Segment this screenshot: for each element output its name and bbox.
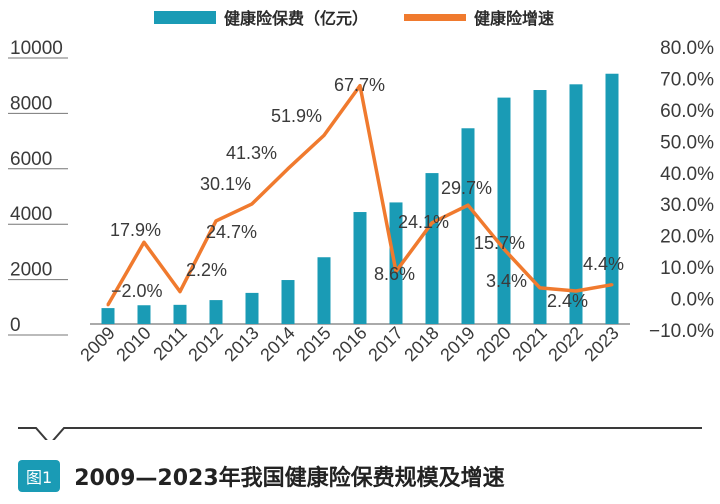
x-tick-2017: 2017: [364, 323, 406, 365]
legend-swatch-premium: [154, 11, 216, 24]
bar-series: [101, 73, 619, 325]
right-tick-label: 10.0%: [660, 258, 714, 279]
bar-2019: [461, 128, 475, 324]
bar-2009: [101, 308, 115, 324]
line-point-2013: [250, 202, 254, 206]
data-label-extra: −2.0%: [111, 281, 163, 301]
line-point-2011: [178, 290, 182, 294]
x-tick-2019: 2019: [436, 323, 478, 365]
data-label-2021: 3.4%: [486, 271, 527, 291]
line-point-2017: [394, 270, 398, 274]
bar-2010: [137, 305, 151, 324]
line-series: [106, 83, 614, 307]
bar-2023: [605, 73, 619, 324]
data-label-2023: 4.4%: [583, 254, 624, 274]
data-label-2013: 30.1%: [200, 174, 251, 194]
line-point-2016: [358, 84, 362, 88]
x-tick-2013: 2013: [220, 323, 262, 365]
x-tick-2014: 2014: [256, 323, 298, 365]
right-tick-label: −10.0%: [649, 321, 714, 342]
data-label-2010: 17.9%: [110, 220, 161, 240]
left-tick-label: 0: [10, 315, 21, 336]
x-tick-2012: 2012: [184, 323, 226, 365]
figure-caption: 图1 2009—2023年我国健康险保费规模及增速: [18, 458, 505, 494]
bar-2015: [317, 257, 331, 324]
right-tick-label: 60.0%: [660, 101, 714, 122]
data-label-2020: 15.7%: [474, 233, 525, 253]
x-tick-2018: 2018: [400, 323, 442, 365]
bar-2021: [533, 90, 547, 324]
line-point-2021: [538, 286, 542, 290]
right-tick-label: 40.0%: [660, 164, 714, 185]
left-tick-label: 10000: [10, 38, 63, 59]
line-point-2010: [142, 240, 146, 244]
x-tick-2009: 2009: [76, 323, 118, 365]
line-point-2023: [610, 283, 614, 287]
x-tick-2015: 2015: [292, 323, 334, 365]
line-point-2022: [574, 289, 578, 293]
right-tick-label: 50.0%: [660, 132, 714, 153]
x-tick-2010: 2010: [112, 323, 154, 365]
line-point-2015: [322, 133, 326, 137]
bar-2013: [245, 292, 259, 324]
x-tick-2020: 2020: [472, 323, 514, 365]
line-point-2019: [466, 203, 470, 207]
data-label-2018: 24.1%: [398, 212, 449, 232]
legend-label-premium: 健康险保费（亿元）: [224, 9, 368, 28]
x-tick-2021: 2021: [508, 323, 550, 365]
legend-label-growth: 健康险增速: [474, 9, 554, 28]
bar-2020: [497, 97, 511, 324]
x-tick-2022: 2022: [544, 323, 586, 365]
bar-2011: [173, 304, 187, 324]
x-tick-2011: 2011: [149, 323, 191, 365]
bar-2014: [281, 280, 295, 324]
data-label-2016: 67.7%: [334, 75, 385, 95]
figure-badge: 图1: [18, 460, 61, 492]
x-tick-2016: 2016: [328, 323, 370, 365]
x-tick-2023: 2023: [580, 323, 622, 365]
line-point-2012: [214, 219, 218, 223]
line-point-2014: [286, 167, 290, 171]
data-label-2022: 2.4%: [547, 291, 588, 311]
right-tick-label: 80.0%: [660, 38, 714, 59]
right-tick-label: 0.0%: [671, 290, 714, 311]
legend-swatch-growth: [404, 14, 466, 21]
bar-2022: [569, 84, 583, 325]
bar-2018: [425, 173, 439, 324]
bar-2012: [209, 300, 223, 324]
data-labels: 17.9% 2.2% 24.7% 30.1% 41.3% 51.9% 67.7% 8.6% 24…: [110, 75, 624, 311]
right-tick-label: 20.0%: [660, 227, 714, 248]
x-axis-ticks: 2009201020112012201320142015201620172018…: [76, 323, 622, 365]
caption-divider: [18, 427, 702, 440]
chart: 健康险保费（亿元） 健康险增速 0 2000 4000 6000 8000 10000 −…: [8, 9, 714, 440]
data-label-2015: 51.9%: [271, 106, 322, 126]
figure-title: 2009—2023年我国健康险保费规模及增速: [74, 466, 505, 491]
right-tick-label: 70.0%: [660, 69, 714, 90]
right-tick-label: 30.0%: [660, 195, 714, 216]
data-label-2012: 24.7%: [206, 222, 257, 242]
left-axis: 0 2000 4000 6000 8000 10000: [8, 38, 68, 336]
data-label-2017: 8.6%: [374, 264, 415, 284]
line-point-2009: [106, 303, 110, 307]
left-tick-label: 2000: [10, 260, 52, 281]
data-label-2014: 41.3%: [226, 143, 277, 163]
data-label-2011: 2.2%: [186, 260, 227, 280]
left-tick-label: 6000: [10, 149, 52, 170]
bar-2016: [353, 212, 367, 324]
left-tick-label: 8000: [10, 93, 52, 114]
legend: 健康险保费（亿元） 健康险增速: [154, 9, 554, 28]
left-tick-label: 4000: [10, 204, 52, 225]
line-point-2018: [430, 221, 434, 225]
right-axis: −10.0% 0.0% 10.0% 20.0% 30.0% 40.0% 50.0% 60.0%…: [649, 38, 714, 342]
data-label-2019: 29.7%: [441, 178, 492, 198]
line-point-2020: [502, 247, 506, 251]
